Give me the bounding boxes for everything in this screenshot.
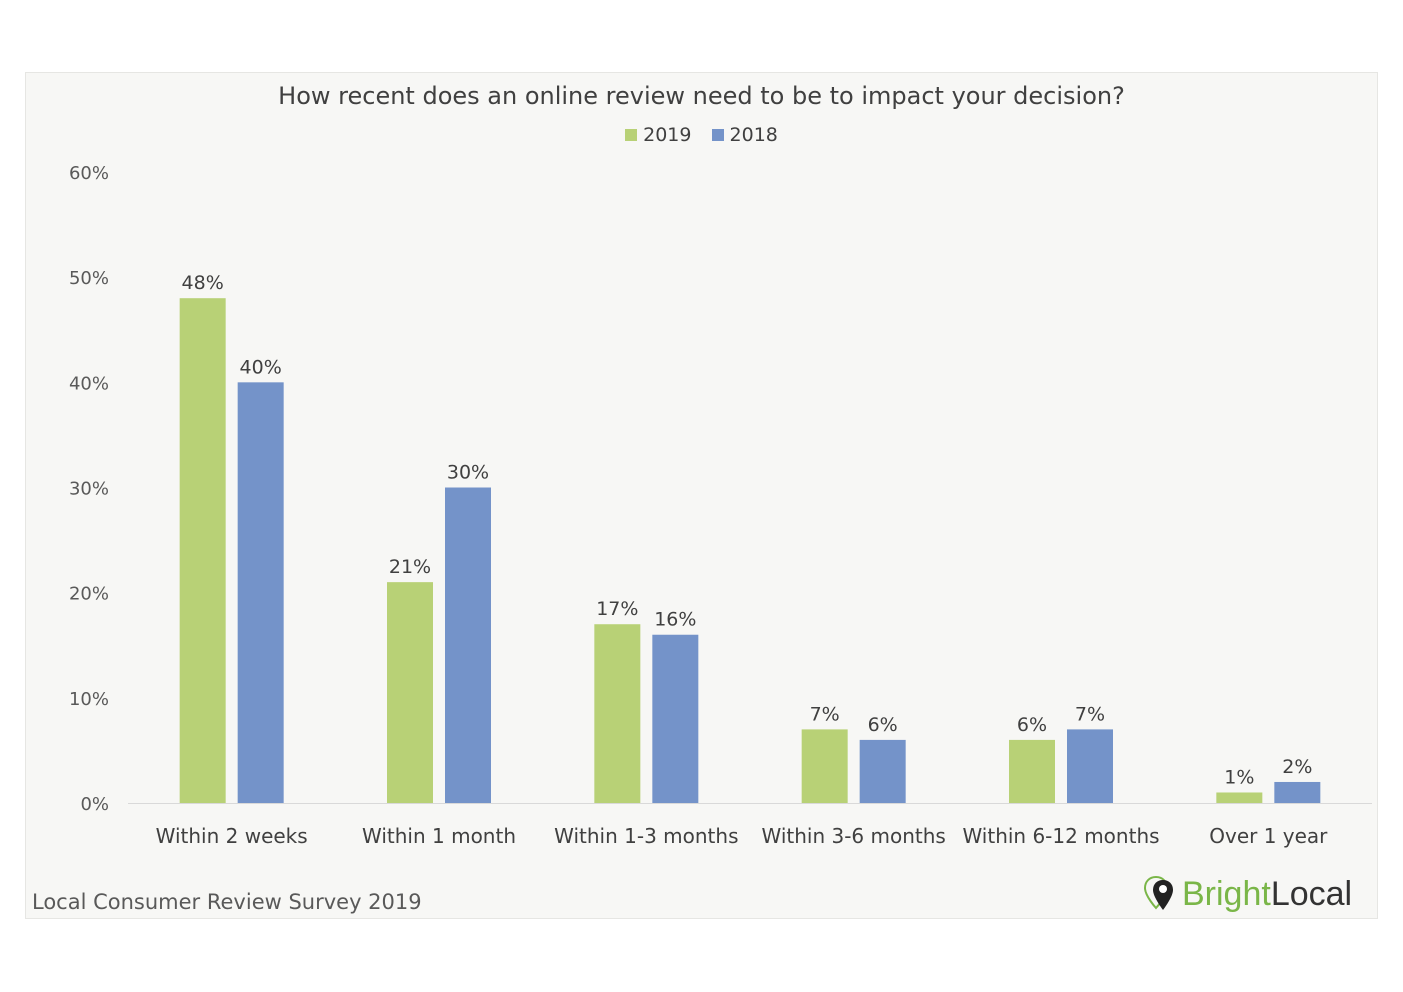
bar-2019	[1009, 739, 1055, 803]
legend-label-2019: 2019	[643, 124, 692, 146]
y-tick-label: 20%	[69, 584, 109, 605]
data-label: 6%	[868, 714, 898, 736]
bar-2019	[179, 298, 226, 803]
bar-2018	[1067, 729, 1113, 803]
x-tick-label: Within 1-3 months	[554, 824, 738, 848]
data-label: 21%	[389, 556, 431, 578]
bar-2019	[387, 582, 433, 803]
brightlocal-logo: Bright Local	[1142, 872, 1352, 916]
y-axis: 0% 10% 20% 30% 40% 50% 60%	[69, 163, 109, 815]
y-tick-label: 50%	[69, 268, 109, 289]
data-label: 7%	[1075, 703, 1105, 725]
x-tick-label: Within 3-6 months	[761, 824, 945, 848]
bar-2019	[594, 624, 641, 803]
x-tick-label: Within 6-12 months	[962, 824, 1159, 848]
source-caption: Local Consumer Review Survey 2019	[32, 890, 422, 914]
data-label: 48%	[182, 272, 224, 294]
y-tick-label: 10%	[69, 689, 109, 710]
data-label: 7%	[810, 703, 840, 725]
data-label: 16%	[654, 609, 696, 631]
x-tick-label: Within 2 weeks	[156, 824, 308, 848]
bar-2018	[859, 739, 906, 803]
data-label: 6%	[1017, 714, 1047, 736]
map-pin-icon	[1143, 875, 1173, 910]
data-label: 17%	[596, 598, 638, 620]
bar-2018	[652, 634, 699, 803]
y-tick-label: 40%	[69, 373, 109, 394]
logo-text-local: Local	[1270, 874, 1353, 913]
data-label: 30%	[447, 462, 489, 484]
chart-title: How recent does an online review need to…	[278, 82, 1125, 110]
data-label: 1%	[1224, 766, 1254, 788]
bar-2018	[1274, 781, 1321, 803]
bar-2018	[445, 487, 491, 803]
bar-2019	[1216, 792, 1263, 803]
legend-item-2019: 2019	[625, 124, 691, 146]
bars: 48% 40% 21% 30% 17% 16% 7% 6% 6% 7% 1% 2%	[179, 272, 1321, 803]
y-tick-label: 0%	[80, 794, 109, 815]
y-tick-label: 30%	[69, 479, 109, 500]
legend-label-2018: 2018	[729, 124, 778, 146]
legend-swatch-2019	[625, 129, 638, 141]
data-label: 40%	[240, 356, 282, 378]
legend-item-2018: 2018	[711, 124, 778, 146]
x-tick-label: Within 1 month	[362, 824, 516, 848]
x-axis: Within 2 weeks Within 1 month Within 1-3 m…	[128, 803, 1372, 848]
bar-2018	[237, 382, 284, 803]
x-tick-label: Over 1 year	[1209, 824, 1328, 848]
bar-2019	[801, 729, 848, 803]
legend-swatch-2018	[711, 129, 724, 141]
logo-text-bright: Bright	[1182, 874, 1271, 913]
y-tick-label: 60%	[69, 163, 109, 184]
data-label: 2%	[1282, 756, 1312, 778]
legend: 2019 2018	[0, 124, 1403, 146]
